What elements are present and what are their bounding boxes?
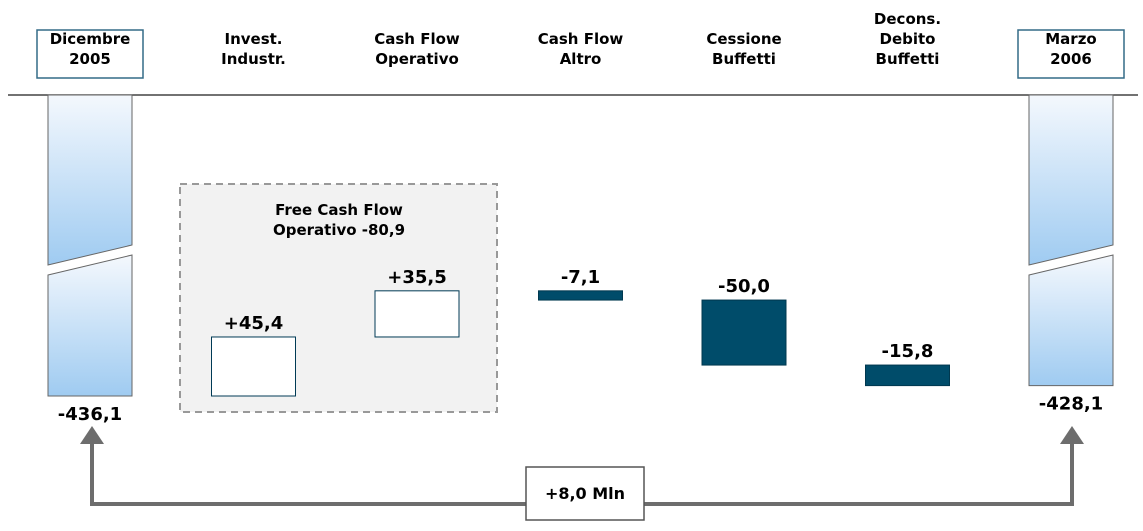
group-label: Free Cash Flow Operativo -80,9 bbox=[273, 201, 405, 239]
value-label: -428,1 bbox=[1039, 394, 1103, 415]
arrow-head bbox=[1060, 426, 1084, 444]
value-label: -15,8 bbox=[882, 341, 934, 362]
value-label: -50,0 bbox=[718, 276, 770, 297]
total-bar-upper bbox=[1028, 94, 1114, 266]
category-box bbox=[1017, 29, 1125, 79]
category-label: Cash Flow Operativo bbox=[374, 30, 460, 68]
total-bar-lower bbox=[47, 254, 133, 397]
value-label: -7,1 bbox=[561, 267, 600, 288]
category-label: Marzo 2006 bbox=[1045, 30, 1096, 68]
value-label: +35,5 bbox=[387, 267, 447, 288]
decrease-bar bbox=[538, 290, 623, 301]
difference-label: +8,0 Mln bbox=[545, 484, 625, 503]
difference-box bbox=[525, 466, 645, 521]
arrow-head bbox=[80, 426, 104, 444]
value-label: -436,1 bbox=[58, 404, 122, 425]
increase-bar bbox=[211, 336, 296, 397]
category-label: Dicembre 2005 bbox=[50, 30, 131, 68]
category-box bbox=[36, 29, 144, 79]
category-label: Cessione Buffetti bbox=[706, 30, 781, 68]
total-bar bbox=[47, 94, 133, 397]
category-label: Invest. Industr. bbox=[221, 30, 286, 68]
increase-bar bbox=[374, 290, 460, 338]
total-bar-lower bbox=[1028, 254, 1114, 387]
decrease-bar bbox=[865, 364, 950, 387]
category-label: Decons. Debito Buffetti bbox=[874, 10, 941, 68]
total-bar-upper bbox=[47, 94, 133, 266]
decrease-bar bbox=[701, 299, 787, 366]
total-bar bbox=[1028, 94, 1114, 387]
category-label: Cash Flow Altro bbox=[538, 30, 624, 68]
value-label: +45,4 bbox=[224, 313, 284, 334]
